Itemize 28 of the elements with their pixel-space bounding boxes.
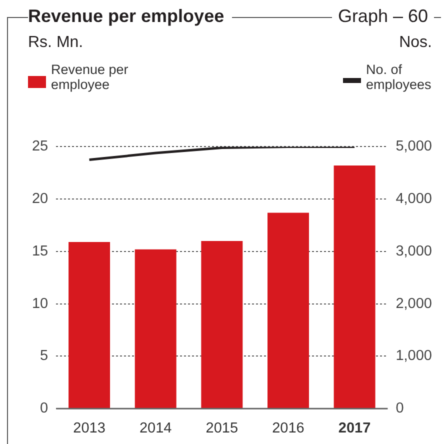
- y-tick-label: 5: [40, 348, 48, 364]
- x-tick-label: 2016: [272, 420, 304, 436]
- text: Rs. Mn.: [28, 34, 84, 52]
- y2-tick-label: 4,000: [396, 191, 432, 208]
- legend-label: Revenue per employee: [51, 62, 130, 92]
- x-tick-label: 2015: [206, 420, 238, 436]
- bar: [134, 249, 176, 408]
- y2-tick-label: 0: [396, 400, 404, 417]
- y2-tick-label: 3,000: [396, 243, 432, 260]
- text: Graph – 60: [332, 6, 434, 27]
- chart-title: Revenue per employee: [28, 6, 232, 27]
- text: Nos.: [399, 34, 432, 52]
- legend-label: No. of employees: [366, 62, 432, 92]
- x-tick-label: 2017: [338, 420, 371, 436]
- x-tick-label: 2014: [139, 420, 172, 436]
- bar: [267, 212, 309, 408]
- y2-tick-label: 1,000: [396, 348, 432, 364]
- y2-tick-label: 2,000: [396, 296, 432, 312]
- y-tick-label: 0: [40, 400, 48, 417]
- y-tick-label: 25: [32, 138, 48, 155]
- bar: [334, 166, 376, 408]
- y-tick-label: 10: [32, 296, 48, 312]
- y-tick-label: 15: [32, 243, 48, 260]
- bar: [201, 240, 243, 408]
- y2-tick-label: 5,000: [396, 138, 432, 155]
- y-tick-label: 20: [32, 191, 48, 208]
- x-tick-label: 2013: [73, 420, 106, 436]
- bar: [68, 242, 110, 408]
